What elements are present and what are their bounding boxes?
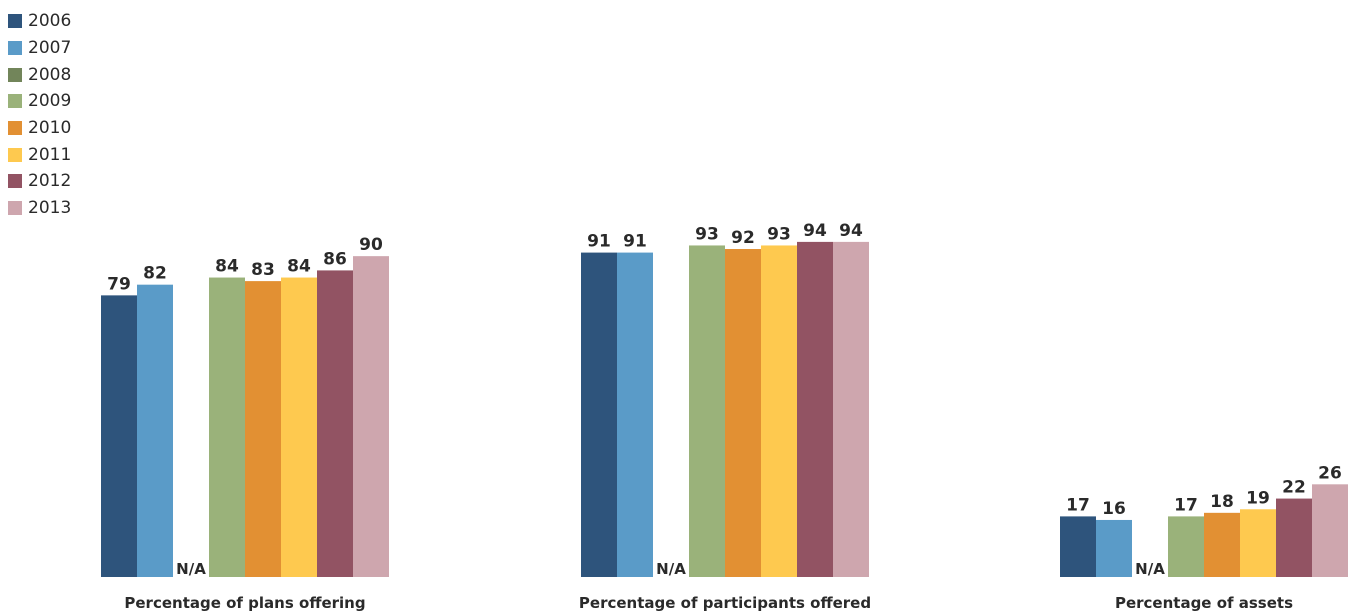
legend-label: 2006	[28, 11, 72, 32]
bar-2006	[101, 295, 137, 577]
legend-item-2010: 2010	[8, 115, 71, 142]
bar-2010	[1204, 512, 1240, 577]
legend-item-2011: 2011	[8, 141, 71, 168]
legend-swatch	[8, 67, 22, 82]
data-label: 91	[623, 232, 647, 252]
bar-2009	[689, 245, 725, 577]
missing-value-label: N/A	[176, 560, 206, 578]
legend-swatch	[8, 147, 22, 162]
bar-2006	[581, 252, 617, 577]
data-label: 26	[1318, 463, 1342, 483]
data-label: 19	[1246, 488, 1270, 508]
data-label: 84	[287, 257, 311, 277]
bar-2010	[245, 281, 281, 577]
data-label: 94	[839, 221, 863, 241]
data-label: 16	[1102, 499, 1126, 519]
data-label: 17	[1066, 495, 1090, 515]
legend-swatch	[8, 121, 22, 136]
bar-2012	[797, 241, 833, 577]
data-label: 84	[215, 257, 239, 277]
bar-2012	[1276, 498, 1312, 577]
data-label: 86	[323, 249, 347, 269]
legend-label: 2013	[28, 198, 72, 219]
data-label: 83	[251, 260, 275, 280]
legend-label: 2007	[28, 38, 72, 59]
data-label: 17	[1174, 495, 1198, 515]
legend-swatch	[8, 201, 22, 216]
bar-2013	[353, 256, 389, 577]
legend-swatch	[8, 174, 22, 189]
data-label: 18	[1210, 492, 1234, 512]
bar-2011	[761, 245, 797, 577]
legend-label: 2009	[28, 91, 72, 112]
legend-label: 2011	[28, 144, 72, 165]
legend-swatch	[8, 14, 22, 29]
bar-2009	[209, 277, 245, 577]
bar-2006	[1060, 516, 1096, 577]
category-label: Percentage of assets	[1115, 594, 1293, 612]
data-label: 82	[143, 264, 167, 284]
data-label: 93	[767, 224, 791, 244]
legend-item-2012: 2012	[8, 168, 71, 195]
legend-swatch	[8, 94, 22, 109]
legend: 2006 2007 2008 2009 2010 2011 2012 2013	[8, 8, 71, 222]
bar-2011	[1240, 509, 1276, 577]
legend-label: 2012	[28, 171, 72, 192]
data-label: 93	[695, 224, 719, 244]
category-label: Percentage of participants offered	[579, 594, 871, 612]
bar-2013	[833, 241, 869, 577]
legend-label: 2008	[28, 64, 72, 85]
bar-2007	[617, 252, 653, 577]
legend-item-2007: 2007	[8, 35, 71, 62]
data-label: 22	[1282, 478, 1306, 498]
data-label: 94	[803, 221, 827, 241]
bar-2010	[725, 249, 761, 577]
data-label: 92	[731, 228, 755, 248]
legend-item-2008: 2008	[8, 61, 71, 88]
bar-2007	[137, 284, 173, 577]
category-label: Percentage of plans offering	[124, 594, 365, 612]
legend-item-2013: 2013	[8, 195, 71, 222]
data-label: 90	[359, 235, 383, 255]
data-label: 79	[107, 274, 131, 294]
legend-swatch	[8, 41, 22, 56]
legend-label: 2010	[28, 118, 72, 139]
bar-2013	[1312, 484, 1348, 577]
bar-2011	[281, 277, 317, 577]
bar-2012	[317, 270, 353, 577]
legend-item-2009: 2009	[8, 88, 71, 115]
bar-2007	[1096, 519, 1132, 577]
bar-2009	[1168, 516, 1204, 577]
missing-value-label: N/A	[656, 560, 686, 578]
missing-value-label: N/A	[1135, 560, 1165, 578]
data-label: 91	[587, 232, 611, 252]
legend-item-2006: 2006	[8, 8, 71, 35]
